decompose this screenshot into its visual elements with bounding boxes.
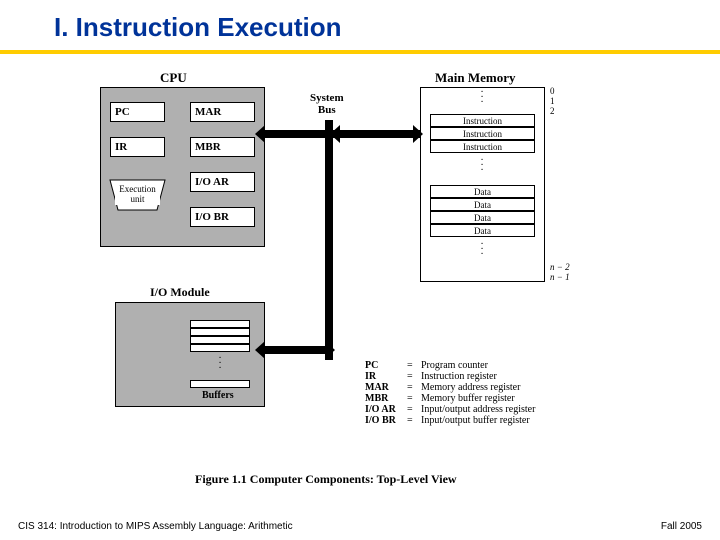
legend-row-2: MAR=Memory address register bbox=[365, 382, 535, 393]
mem-data-2: Data bbox=[430, 211, 535, 224]
buf-2 bbox=[190, 336, 250, 344]
mem-dots-top: ··· bbox=[477, 90, 487, 105]
footer-right: Fall 2005 bbox=[661, 521, 702, 532]
footer-left: CIS 314: Introduction to MIPS Assembly L… bbox=[18, 521, 293, 532]
legend-row-1: IR=Instruction register bbox=[365, 371, 535, 382]
legend-row-4: I/O AR=Input/output address register bbox=[365, 404, 535, 415]
reg-pc: PC bbox=[110, 102, 165, 122]
buf-3 bbox=[190, 344, 250, 352]
mem-num-1: 1 bbox=[550, 96, 555, 106]
buffers-label: Buffers bbox=[202, 390, 234, 401]
mem-num-2: 2 bbox=[550, 106, 555, 116]
buf-dots: ··· bbox=[215, 356, 225, 371]
buf-0 bbox=[190, 320, 250, 328]
mem-num-n2: n − 2 bbox=[550, 262, 570, 272]
reg-mbr: MBR bbox=[190, 137, 255, 157]
page-title: I. Instruction Execution bbox=[54, 12, 341, 43]
exec-unit-label: Executionunit bbox=[115, 185, 160, 205]
reg-mar: MAR bbox=[190, 102, 255, 122]
reg-ioar: I/O AR bbox=[190, 172, 255, 192]
cpu-label: CPU bbox=[160, 70, 187, 86]
figure-caption: Figure 1.1 Computer Components: Top-Leve… bbox=[195, 472, 457, 487]
mem-instr-1: Instruction bbox=[430, 127, 535, 140]
mem-num-n1: n − 1 bbox=[550, 272, 570, 282]
reg-iobr: I/O BR bbox=[190, 207, 255, 227]
mem-dots-mid: ··· bbox=[477, 158, 487, 173]
io-label: I/O Module bbox=[150, 285, 210, 300]
buf-n bbox=[190, 380, 250, 388]
mem-dots-bot: ··· bbox=[477, 242, 487, 257]
title-underline bbox=[0, 50, 720, 54]
mem-num-0: 0 bbox=[550, 86, 555, 96]
buf-1 bbox=[190, 328, 250, 336]
mem-instr-2: Instruction bbox=[430, 140, 535, 153]
mem-instr-0: Instruction bbox=[430, 114, 535, 127]
io-box bbox=[115, 302, 265, 407]
legend-row-0: PC=Program counter bbox=[365, 360, 535, 371]
legend-row-5: I/O BR=Input/output buffer register bbox=[365, 415, 535, 426]
legend: PC=Program counter IR=Instruction regist… bbox=[365, 360, 535, 426]
legend-row-3: MBR=Memory buffer register bbox=[365, 393, 535, 404]
mem-data-3: Data bbox=[430, 224, 535, 237]
mem-data-0: Data bbox=[430, 185, 535, 198]
mem-data-1: Data bbox=[430, 198, 535, 211]
reg-ir: IR bbox=[110, 137, 165, 157]
bus-label: SystemBus bbox=[310, 92, 344, 116]
diagram-container: CPU PC MAR IR MBR I/O AR I/O BR Executio… bbox=[95, 70, 625, 500]
memory-label: Main Memory bbox=[435, 70, 516, 86]
